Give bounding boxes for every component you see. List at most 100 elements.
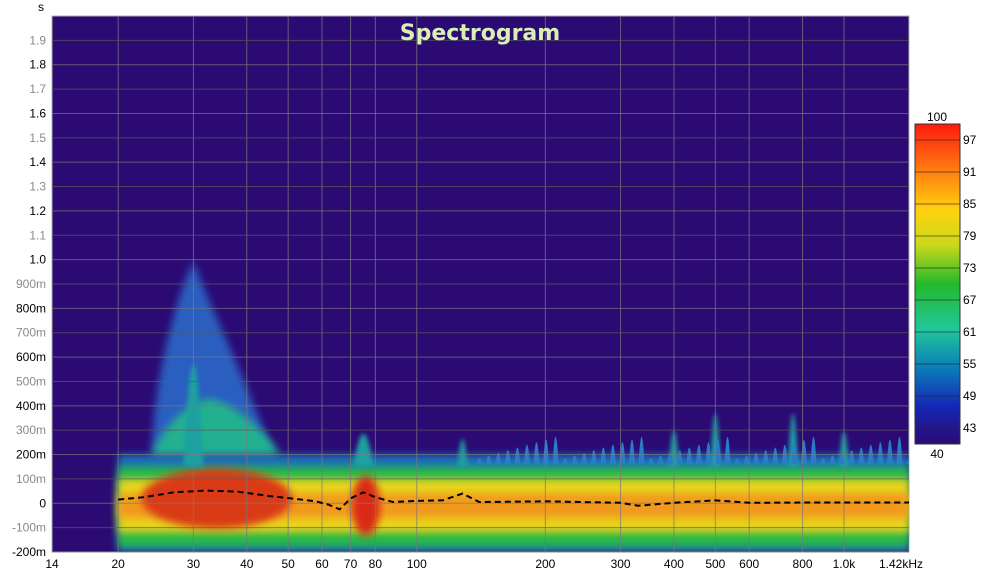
x-tick-label: 100 xyxy=(407,557,427,571)
color-scale: 100 40 97 91 85 79 73 67 61 55 49 43 xyxy=(914,110,977,461)
y-tick-label: 1.0 xyxy=(29,253,46,267)
heat-fine-spike xyxy=(791,442,798,465)
heat-decay-low xyxy=(151,262,273,455)
x-tick-label: 30 xyxy=(187,557,201,571)
y-tick-label: 1.6 xyxy=(29,106,46,120)
x-tick-label: 500 xyxy=(705,557,725,571)
y-tick-label: 300m xyxy=(16,423,46,437)
heat-fine-spike xyxy=(562,458,569,465)
heat-fine-spike xyxy=(820,458,827,465)
x-tick-label: 600 xyxy=(739,557,759,571)
heat-fine-spike xyxy=(724,436,731,465)
heat-fine-spike xyxy=(657,455,664,465)
heat-resonance-spike xyxy=(457,438,468,467)
x-tick-label: 60 xyxy=(315,557,329,571)
heat-resonance-spike xyxy=(353,433,374,467)
heat-fine-spike xyxy=(600,447,607,465)
y-tick-label: 1.4 xyxy=(29,155,46,169)
y-tick-label: -100m xyxy=(12,521,46,535)
heat-fine-spike xyxy=(476,458,483,465)
heat-fine-spike xyxy=(485,455,492,465)
x-tick-label: 400 xyxy=(664,557,684,571)
x-tick-label: 14 xyxy=(45,557,59,571)
color-scale-tick-label: 43 xyxy=(963,421,977,435)
y-tick-label: 700m xyxy=(16,326,46,340)
y-tick-label: 1.3 xyxy=(29,180,46,194)
y-tick-label: 0 xyxy=(39,496,46,510)
y-tick-label: 400m xyxy=(16,399,46,413)
x-tick-label: 80 xyxy=(369,557,383,571)
heat-fine-spike xyxy=(638,436,645,465)
x-tick-label: 800 xyxy=(793,557,813,571)
heat-fine-spike xyxy=(581,452,588,465)
color-scale-ticks: 97 91 85 79 73 67 61 55 49 43 xyxy=(915,133,977,435)
grid-lines xyxy=(52,16,909,553)
color-scale-tick-label: 67 xyxy=(963,293,977,307)
heat-decay-low-inner xyxy=(151,398,281,455)
y-tick-label: 500m xyxy=(16,374,46,388)
heat-fine-spike xyxy=(648,458,655,465)
heat-fine-spike xyxy=(772,447,779,465)
x-tick-label: 50 xyxy=(281,557,295,571)
heat-fine-spike xyxy=(676,450,683,465)
color-scale-tick-label: 61 xyxy=(963,325,977,339)
heat-fine-spike xyxy=(877,442,884,465)
heat-fine-spike xyxy=(886,439,893,465)
color-scale-tick-label: 97 xyxy=(963,133,977,147)
x-tick-label: 70 xyxy=(344,557,358,571)
color-scale-tick-label: 85 xyxy=(963,197,977,211)
heat-fine-spike xyxy=(590,450,597,465)
spectrogram-heatmap xyxy=(118,262,909,552)
y-tick-label: 600m xyxy=(16,350,46,364)
x-tick-label: 200 xyxy=(535,557,555,571)
color-scale-tick-label: 49 xyxy=(963,389,977,403)
color-scale-min-label: 40 xyxy=(930,447,944,461)
heat-fine-spike xyxy=(705,442,712,465)
heat-fine-spike xyxy=(762,450,769,465)
color-scale-bar xyxy=(914,123,961,445)
heat-fine-spike xyxy=(629,439,636,465)
heat-fine-spike xyxy=(495,452,502,465)
heat-fine-spike xyxy=(543,439,550,465)
y-tick-label: 1.7 xyxy=(29,82,46,96)
color-scale-tick-label: 79 xyxy=(963,229,977,243)
heat-fine-spike xyxy=(533,442,540,465)
y-tick-label: -200m xyxy=(12,545,46,559)
y-tick-label: 900m xyxy=(16,277,46,291)
heat-fine-spike xyxy=(848,450,855,465)
y-axis-ticks: 1.9 1.8 1.7 1.6 1.5 1.4 1.3 1.2 1.1 1.0 900m 800m 70… xyxy=(12,33,46,559)
chart-title: Spectrogram xyxy=(400,21,560,46)
heat-fine-spike xyxy=(743,455,750,465)
y-tick-label: 800m xyxy=(16,301,46,315)
heat-fine-spike xyxy=(810,436,817,465)
y-tick-label: 1.8 xyxy=(29,58,46,72)
peak-energy-curve xyxy=(118,489,909,511)
x-tick-label: 1.0k xyxy=(833,557,857,571)
y-tick-label: 1.5 xyxy=(29,131,46,145)
y-tick-label: 200m xyxy=(16,448,46,462)
heat-fine-spike xyxy=(829,455,836,465)
y-axis-unit-label: s xyxy=(38,0,44,14)
heat-fine-spike xyxy=(686,447,693,465)
heat-fine-spike xyxy=(514,447,521,465)
color-scale-max-label: 100 xyxy=(927,110,947,124)
heat-fine-spike xyxy=(858,447,865,465)
y-tick-label: 1.1 xyxy=(29,228,46,242)
x-tick-label: 40 xyxy=(240,557,254,571)
y-tick-label: 1.9 xyxy=(29,33,46,47)
x-tick-label: 1.42kHz xyxy=(879,557,923,571)
heat-fine-spike xyxy=(504,450,511,465)
heat-blob-mode xyxy=(351,475,380,536)
heat-fine-spike xyxy=(667,452,674,465)
heat-fine-spike xyxy=(714,439,721,465)
x-tick-label: 20 xyxy=(111,557,125,571)
heat-fine-spike xyxy=(571,455,578,465)
color-scale-tick-label: 73 xyxy=(963,261,977,275)
heat-fine-spike xyxy=(753,452,760,465)
x-axis-ticks: 14 20 30 40 50 60 70 80 100 200 300 400 500 600 800 1.0… xyxy=(45,557,923,571)
heat-blob-low xyxy=(141,468,292,529)
heat-fine-spike xyxy=(906,458,909,465)
heat-fine-spike xyxy=(896,436,903,465)
color-scale-tick-label: 55 xyxy=(963,357,977,371)
